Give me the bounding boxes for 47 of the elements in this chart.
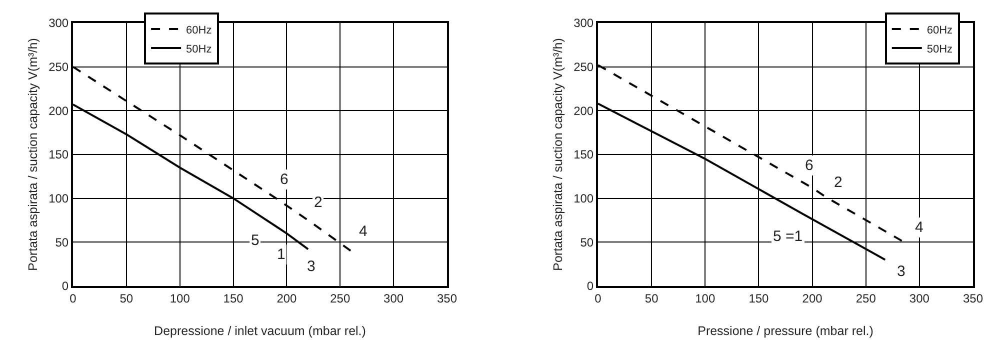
y-tick-label: 0: [586, 279, 594, 294]
annotation: 2: [834, 174, 842, 191]
y-tick-label: 100: [48, 192, 69, 206]
x-tick-label: 150: [748, 291, 770, 306]
x-tick-label: 50: [644, 291, 659, 306]
legend-label: 50Hz: [186, 43, 212, 56]
annotation: 5: [251, 232, 260, 249]
y-tick-label: 150: [574, 148, 594, 162]
y-axis-title: Portata aspirata / suction capacity V(m³/h): [26, 38, 40, 271]
legend-label: 50Hz: [926, 43, 953, 56]
y-tick-label: 0: [62, 279, 69, 294]
annotation: 2: [314, 194, 322, 211]
x-tick-label: 250: [330, 291, 350, 306]
annotation: 4: [915, 219, 924, 236]
y-tick-label: 200: [48, 104, 69, 118]
x-tick-label: 50: [120, 291, 134, 306]
x-tick-label: 250: [856, 291, 876, 306]
x-tick-label: 200: [276, 291, 298, 306]
y-tick-label: 100: [574, 192, 594, 206]
annotation: 4: [359, 223, 368, 240]
annotation: 6: [805, 157, 814, 174]
annotation: 1: [277, 246, 286, 263]
y-tick-label: 300: [574, 16, 594, 30]
y-tick-label: 250: [574, 60, 594, 74]
y-axis-title: Portata aspirata / suction capacity V(m³/h): [551, 38, 566, 271]
x-tick-label: 150: [223, 291, 244, 306]
x-tick-label: 350: [436, 291, 458, 306]
x-tick-label: 100: [170, 291, 190, 306]
legend-label: 60Hz: [926, 24, 953, 36]
x-tick-label: 300: [909, 291, 930, 306]
x-axis-title: Pressione / pressure (mbar rel.): [698, 324, 874, 338]
x-tick-label: 350: [962, 291, 984, 306]
y-tick-label: 150: [48, 148, 69, 162]
y-tick-label: 50: [55, 235, 69, 250]
legend-label: 60Hz: [186, 24, 212, 36]
y-tick-label: 50: [580, 235, 594, 250]
annotation: 6: [280, 171, 288, 188]
annotation: 3: [897, 263, 906, 280]
x-axis-title: Depressione / inlet vacuum (mbar rel.): [154, 324, 366, 338]
annotation: 3: [307, 258, 316, 275]
y-tick-label: 300: [48, 16, 69, 30]
x-tick-label: 300: [384, 291, 404, 306]
y-tick-label: 250: [48, 60, 69, 74]
x-tick-label: 100: [695, 291, 716, 306]
y-tick-label: 200: [574, 104, 594, 118]
x-tick-label: 200: [802, 291, 823, 306]
annotation: 5 =1: [773, 228, 803, 245]
